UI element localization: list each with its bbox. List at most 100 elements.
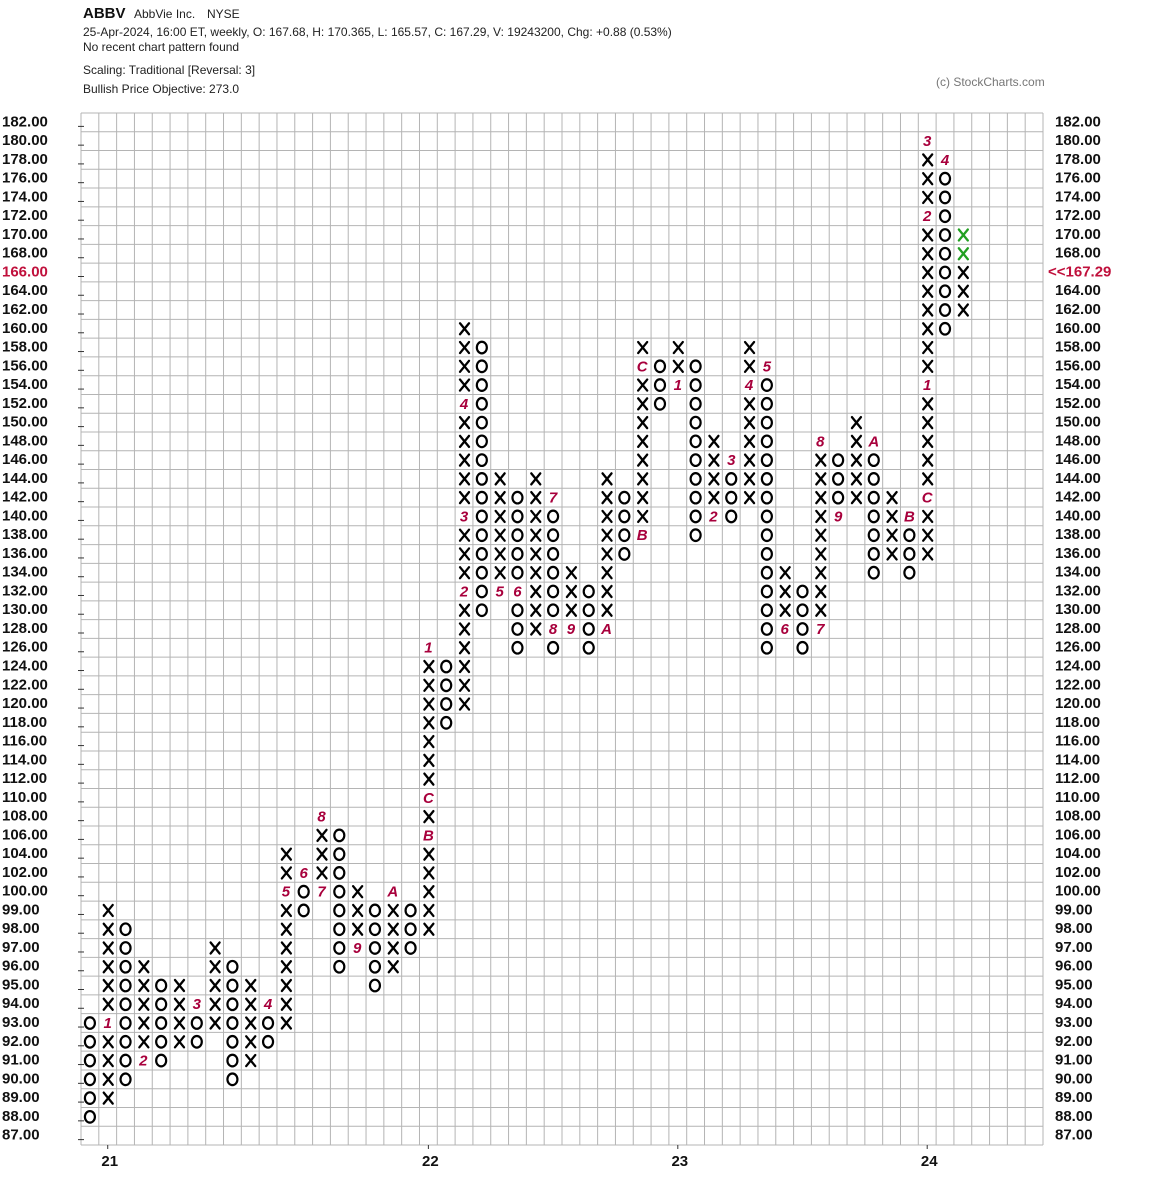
y-tick-label-right: 88.00	[1055, 1108, 1093, 1125]
y-tick-label-left: 97.00	[2, 939, 40, 956]
x-box	[245, 997, 257, 1011]
x-stroke	[209, 941, 221, 955]
x-stroke	[637, 415, 649, 430]
o-box	[119, 959, 132, 974]
x-box	[565, 566, 578, 580]
y-tick-label-left: 170.00	[2, 226, 48, 243]
x-stroke	[138, 997, 150, 1011]
y-tick-label-left: 99.00	[2, 901, 40, 918]
x-box	[957, 284, 969, 298]
y-tick-label-left: 90.00	[2, 1070, 40, 1087]
x-box	[815, 528, 827, 542]
o-box	[83, 1053, 97, 1068]
o-box	[689, 378, 702, 392]
o-box	[618, 547, 631, 561]
x-box	[173, 1016, 186, 1030]
x-stroke	[458, 322, 471, 336]
x-stroke	[458, 547, 471, 561]
y-tick-label-right: 92.00	[1055, 1033, 1093, 1050]
x-box	[530, 566, 542, 580]
month-marker: 4	[459, 396, 469, 413]
x-box	[351, 903, 364, 918]
y-tick-label-right: 142.00	[1055, 489, 1101, 506]
x-box	[637, 509, 649, 524]
x-box	[530, 472, 542, 486]
x-box	[601, 566, 613, 580]
x-stroke	[245, 1035, 257, 1049]
x-stroke	[922, 153, 934, 167]
x-stroke	[423, 753, 435, 767]
x-box	[637, 453, 649, 467]
x-stroke	[423, 678, 435, 692]
x-box	[601, 528, 613, 542]
o-box	[796, 622, 809, 636]
month-marker: 8	[549, 621, 558, 638]
x-tick-label: 23	[671, 1153, 688, 1170]
o-box	[475, 434, 488, 449]
o-box	[760, 378, 773, 392]
x-stroke	[494, 528, 506, 542]
o-box	[368, 903, 382, 918]
x-stroke	[922, 340, 934, 355]
o-box	[475, 584, 488, 599]
objective-note: Bullish Price Objective: 273.0	[83, 82, 239, 96]
x-column: 9	[351, 885, 364, 957]
x-stroke	[280, 941, 293, 955]
y-tick-label-right: 144.00	[1055, 470, 1101, 487]
y-tick-label-left: 134.00	[2, 564, 48, 581]
x-box	[458, 603, 471, 617]
o-box	[903, 547, 916, 561]
o-column: 78	[546, 490, 560, 655]
x-stroke	[423, 716, 435, 730]
x-stroke	[458, 472, 471, 486]
x-box	[209, 978, 221, 993]
y-tick-label-left: 96.00	[2, 958, 40, 975]
o-box	[760, 415, 773, 430]
y-tick-label-left: 126.00	[2, 639, 48, 656]
o-box	[689, 509, 702, 524]
o-box	[867, 528, 880, 543]
x-box	[138, 978, 150, 993]
o-box	[368, 959, 382, 974]
x-column: 2	[708, 434, 720, 525]
o-box	[867, 565, 880, 580]
o-column: A	[867, 433, 880, 580]
x-box	[458, 641, 471, 655]
o-box	[404, 903, 417, 918]
last-price-label: <<167.29	[1048, 263, 1111, 280]
x-box	[708, 434, 720, 449]
y-tick-label-right: 97.00	[1055, 939, 1093, 956]
x-column: A	[600, 472, 613, 638]
y-tick-label-right: 120.00	[1055, 695, 1101, 712]
x-box	[530, 491, 542, 505]
x-stroke	[815, 547, 827, 561]
x-box	[494, 491, 506, 505]
x-box	[743, 453, 756, 467]
y-tick-label-left: 178.00	[2, 151, 48, 168]
x-stroke	[850, 434, 863, 449]
y-tick-label-left: 176.00	[2, 170, 48, 187]
x-stroke	[743, 415, 756, 430]
y-tick-label-left: 88.00	[2, 1108, 40, 1125]
x-box	[743, 359, 756, 373]
x-stroke	[637, 453, 649, 467]
y-tick-label-left: 146.00	[2, 451, 48, 468]
month-marker: 8	[317, 809, 326, 826]
y-tick-label-left: 172.00	[2, 207, 48, 224]
y-tick-label-right: 140.00	[1055, 507, 1101, 524]
y-tick-label-left: 140.00	[2, 507, 48, 524]
o-box	[511, 565, 524, 580]
x-stroke	[245, 978, 257, 993]
o-column	[653, 359, 667, 411]
x-box	[458, 340, 471, 355]
x-stroke	[601, 472, 613, 486]
x-box	[387, 922, 399, 936]
o-box	[333, 903, 346, 918]
x-stroke	[458, 453, 471, 467]
x-stroke	[458, 603, 471, 617]
o-box	[119, 1072, 132, 1087]
x-stroke	[922, 547, 934, 561]
month-marker: 2	[138, 1053, 148, 1070]
o-box	[475, 453, 488, 468]
x-stroke	[530, 566, 542, 580]
